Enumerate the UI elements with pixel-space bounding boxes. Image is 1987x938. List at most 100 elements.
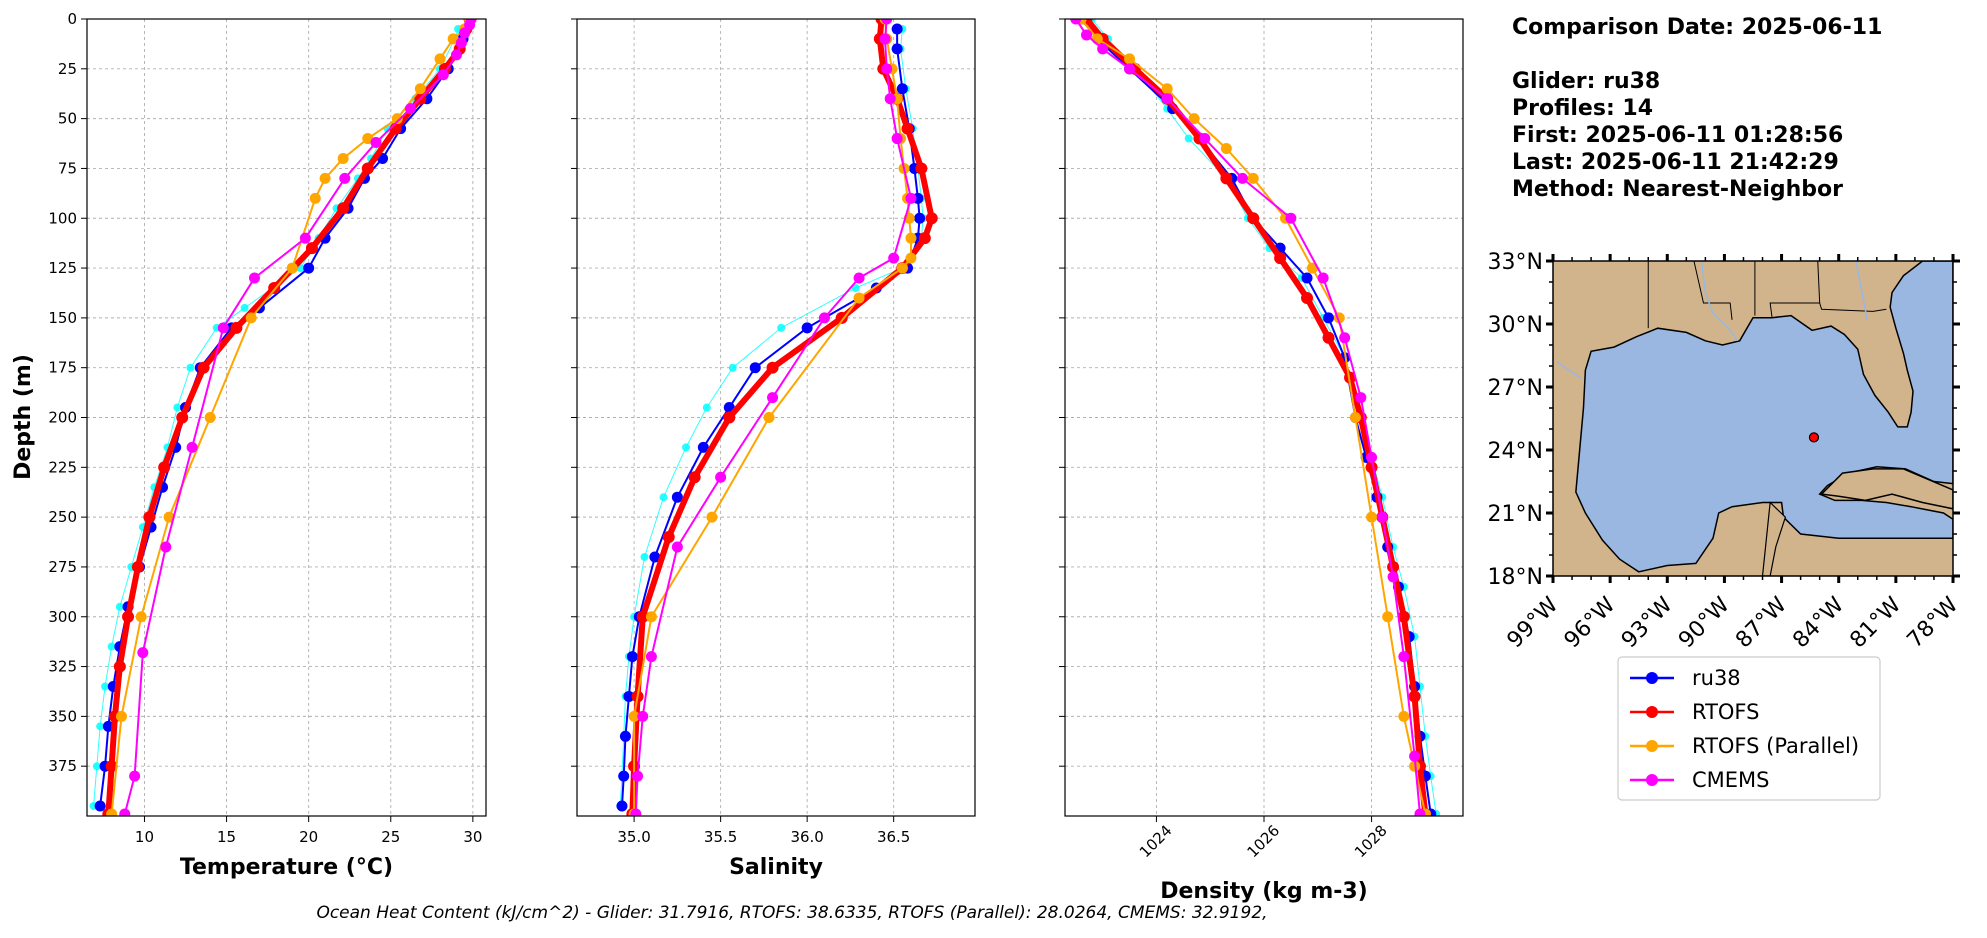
x-tick-label: 36.5 xyxy=(877,828,910,846)
data-point-rtofs xyxy=(1397,610,1410,623)
x-tick-label: 35.5 xyxy=(704,828,737,846)
data-point-raw-profile xyxy=(728,363,737,372)
data-point-raw-profile xyxy=(851,283,860,292)
y-tick-label: 375 xyxy=(48,757,77,775)
series-line-cmems xyxy=(634,19,912,815)
data-point-cmems xyxy=(818,312,830,324)
data-point-cmems xyxy=(671,541,683,553)
data-point-rtofs xyxy=(723,411,736,424)
data-point-cmems xyxy=(339,172,351,184)
data-point-cmems xyxy=(137,647,149,659)
data-point-cmems xyxy=(464,19,476,31)
location-map: 33°N 30°N 27°N 24°N 21°N 18°N99°W96°W93°W90°W… xyxy=(1488,250,1964,653)
x-axis-label: Salinity xyxy=(729,855,823,880)
data-point-raw-profile xyxy=(101,682,110,691)
data-point-rtofs-parallel- xyxy=(1349,412,1361,423)
first-profile-time: First: 2025-06-11 01:28:56 xyxy=(1512,123,1844,148)
data-point-rtofs-parallel- xyxy=(1366,511,1378,523)
data-point-rtofs-parallel- xyxy=(905,232,917,244)
y-tick-label: 200 xyxy=(48,409,77,427)
x-tick-label: 35.0 xyxy=(617,828,650,846)
data-point-rtofs-parallel- xyxy=(204,412,216,423)
legend-label: ru38 xyxy=(1692,666,1741,690)
data-point-cmems xyxy=(437,69,449,81)
data-point-rtofs-parallel- xyxy=(1247,172,1259,184)
data-point-cmems xyxy=(1398,651,1410,663)
data-point-raw-profile xyxy=(115,602,124,611)
data-point-rtofs xyxy=(131,560,144,573)
data-point-rtofs xyxy=(1365,461,1378,474)
y-tick-label: 175 xyxy=(48,359,77,377)
legend-label: RTOFS (Parallel) xyxy=(1692,734,1859,758)
series-line-rtofs-parallel- xyxy=(1080,19,1427,815)
data-point-rtofs-parallel- xyxy=(896,262,908,274)
data-point-rtofs-parallel- xyxy=(337,152,349,164)
data-point-cmems xyxy=(1124,63,1136,75)
data-point-raw-profile xyxy=(173,403,182,412)
data-point-rtofs xyxy=(1408,690,1421,703)
data-point-ru38 xyxy=(623,690,635,702)
data-point-rtofs-parallel- xyxy=(414,83,426,95)
data-point-rtofs xyxy=(361,162,374,175)
data-point-rtofs-parallel- xyxy=(1220,143,1232,155)
data-point-raw-profile xyxy=(640,552,649,561)
data-point-rtofs-parallel- xyxy=(135,611,147,623)
y-tick-label: 250 xyxy=(48,508,77,526)
y-tick-label: 225 xyxy=(48,458,77,476)
data-point-cmems xyxy=(1097,43,1109,55)
data-point-rtofs-parallel- xyxy=(115,710,127,722)
axes-frame xyxy=(576,18,976,817)
data-point-rtofs-parallel- xyxy=(1188,113,1200,125)
y-tick-label: 125 xyxy=(48,259,77,277)
data-point-cmems xyxy=(1161,93,1173,105)
data-point-cmems xyxy=(1414,808,1426,816)
data-point-rtofs-parallel- xyxy=(309,192,321,204)
data-point-ru38 xyxy=(649,551,661,563)
profile-panel-2: 35.0 35.5 36.0 36.5 Salinity xyxy=(571,18,976,880)
data-point-raw-profile xyxy=(96,722,105,731)
river xyxy=(1700,261,1739,342)
data-point-rtofs-parallel- xyxy=(391,113,403,125)
y-axis-label: Depth (m) xyxy=(11,354,36,480)
data-point-rtofs xyxy=(662,531,675,544)
data-point-rtofs xyxy=(918,232,931,245)
data-point-cmems xyxy=(630,808,642,816)
data-point-ru38 xyxy=(303,262,315,274)
data-point-cmems xyxy=(888,252,900,264)
x-tick-label: 15 xyxy=(217,828,236,846)
data-point-cmems xyxy=(459,27,471,39)
data-point-rtofs-parallel- xyxy=(245,312,257,324)
data-point-rtofs xyxy=(636,610,649,623)
data-point-raw-profile xyxy=(92,762,101,771)
x-tick-label: 1028 xyxy=(1351,821,1391,861)
legend-label: RTOFS xyxy=(1692,700,1759,724)
data-point-rtofs-parallel- xyxy=(1306,262,1318,274)
data-point-ru38 xyxy=(891,23,903,35)
state-border xyxy=(1819,302,1887,312)
data-point-rtofs xyxy=(901,122,914,135)
series-line-raw-profile xyxy=(93,28,459,807)
data-point-rtofs xyxy=(305,242,318,255)
data-point-rtofs xyxy=(688,471,701,484)
data-point-cmems xyxy=(1070,19,1082,25)
data-point-ru38 xyxy=(891,43,903,55)
data-point-ru38 xyxy=(618,770,630,782)
data-point-cmems xyxy=(450,49,462,61)
data-point-cmems xyxy=(1199,133,1211,145)
state-border xyxy=(1769,261,1821,318)
data-point-raw-profile xyxy=(682,443,691,452)
glider-location-marker xyxy=(1808,432,1820,443)
data-point-cmems xyxy=(715,471,727,483)
data-point-rtofs-parallel- xyxy=(286,262,298,274)
legend-marker xyxy=(1646,774,1658,786)
river xyxy=(1855,261,1869,320)
data-point-cmems xyxy=(881,63,893,75)
data-point-cmems xyxy=(632,770,644,782)
data-point-cmems xyxy=(217,322,229,334)
last-profile-time: Last: 2025-06-11 21:42:29 xyxy=(1512,150,1839,175)
lon-tick-label: 90°W xyxy=(1674,592,1735,653)
series-line-rtofs xyxy=(1084,19,1429,815)
lat-tick-label: 18°N xyxy=(1488,565,1543,590)
